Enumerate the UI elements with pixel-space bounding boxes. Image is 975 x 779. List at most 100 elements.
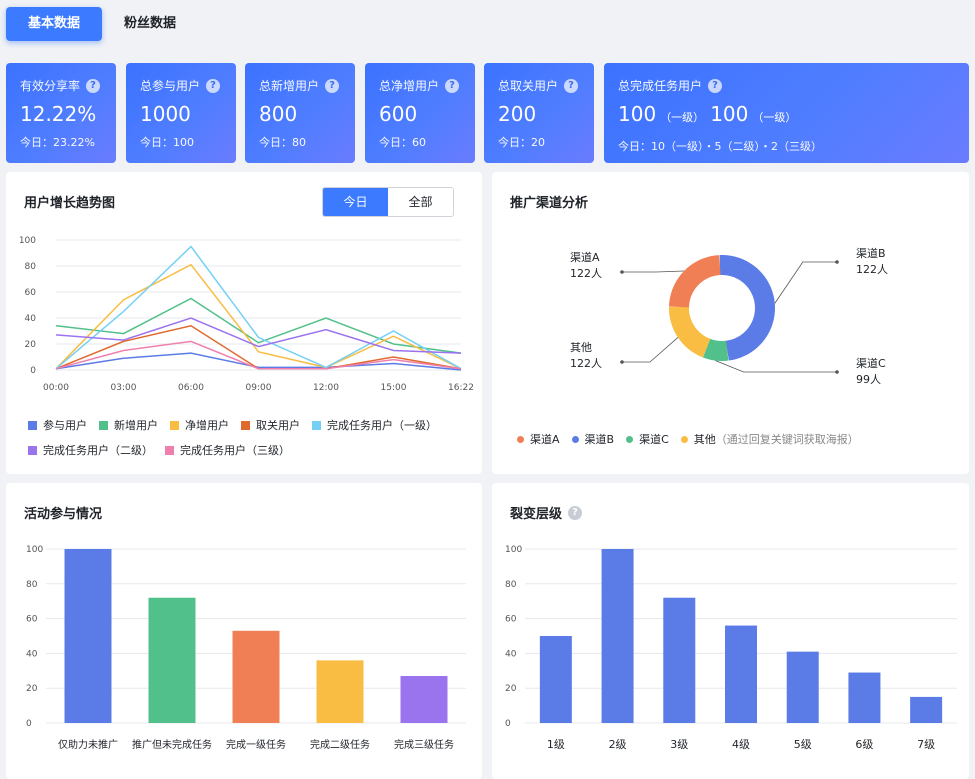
legend-item[interactable]: 完成任务用户（一级） xyxy=(312,417,437,433)
bar[interactable] xyxy=(316,660,364,723)
x-tick-label: 3级 xyxy=(670,738,688,751)
y-tick-label: 0 xyxy=(26,719,32,729)
donut-slice[interactable] xyxy=(702,338,729,361)
line-chart: 0 20 40 60 80 100 00:00 03:00 06:00 09:00 12:00 15:… xyxy=(19,236,474,393)
toggle-today[interactable]: 今日 xyxy=(323,188,388,216)
legend-item[interactable]: 净增用户 xyxy=(170,417,229,433)
callout-dot xyxy=(835,260,839,264)
y-tick-label: 60 xyxy=(26,615,38,625)
legend-label: 取关用户 xyxy=(256,419,300,432)
bar[interactable] xyxy=(848,672,881,723)
fission-title: 裂变层级? xyxy=(510,503,583,522)
x-tick-label: 6级 xyxy=(855,738,873,751)
stat-value: 1000 xyxy=(140,102,191,126)
y-tick-label: 20 xyxy=(505,684,517,694)
callout-line xyxy=(622,337,679,363)
x-tick-label: 5级 xyxy=(794,738,812,751)
legend-item[interactable]: 渠道A xyxy=(517,431,560,447)
callout-line xyxy=(622,270,685,273)
legend-dot xyxy=(626,435,634,443)
stat-unit: （一级） xyxy=(660,111,705,124)
legend-label: 渠道C xyxy=(639,433,669,446)
legend-item[interactable]: 渠道C xyxy=(626,431,669,447)
bar[interactable] xyxy=(64,549,112,723)
callout-line xyxy=(774,261,837,304)
x-tick-label: 推广但未完成任务 xyxy=(132,738,212,751)
help-icon[interactable]: ? xyxy=(325,78,340,93)
stat-card-net-growth: 总净增用户? 600 今日：60 xyxy=(365,63,475,163)
series-line xyxy=(55,352,462,371)
help-icon[interactable]: ? xyxy=(568,505,583,520)
y-tick-label: 80 xyxy=(26,580,38,590)
series-line xyxy=(55,263,462,370)
tab-basic-data[interactable]: 基本数据 xyxy=(6,7,103,41)
legend-item[interactable]: 新增用户 xyxy=(99,417,158,433)
help-icon[interactable]: ? xyxy=(564,78,579,93)
help-icon[interactable]: ? xyxy=(708,78,723,93)
legend-item[interactable]: 其他 （通过回复关键词获取海报） xyxy=(680,431,859,447)
activity-title: 活动参与情况 xyxy=(24,507,103,522)
help-icon[interactable]: ? xyxy=(445,78,460,93)
tab-fans-data[interactable]: 粉丝数据 xyxy=(124,16,177,31)
y-tick-label: 40 xyxy=(25,314,37,324)
stat-unit: （一级） xyxy=(752,111,797,124)
donut-slice[interactable] xyxy=(719,255,776,361)
channel-title: 推广渠道分析 xyxy=(510,196,589,211)
legend-swatch xyxy=(99,420,108,430)
stat-today: 今日：20 xyxy=(498,136,545,149)
bar[interactable] xyxy=(148,597,196,723)
stat-today: 今日：100 xyxy=(140,136,194,149)
range-toggle: 今日 全部 xyxy=(322,187,454,217)
x-tick-label: 7级 xyxy=(917,738,935,751)
bar[interactable] xyxy=(539,636,572,723)
help-icon[interactable]: ? xyxy=(86,78,101,93)
legend-dot xyxy=(680,435,688,443)
x-tick-label: 完成二级任务 xyxy=(310,738,370,751)
donut-slice[interactable] xyxy=(668,306,711,358)
stat-label: 总参与用户 xyxy=(140,79,201,93)
callout-value: 122人 xyxy=(856,263,888,276)
x-tick-label: 完成三级任务 xyxy=(394,738,454,751)
stat-value: 100 （一级） 100 （一级） xyxy=(618,102,969,130)
legend-label: 渠道A xyxy=(530,433,560,446)
callout-name: 其他 xyxy=(570,341,592,354)
y-tick-label: 80 xyxy=(25,262,37,272)
x-tick-label: 仅助力未推广 xyxy=(58,738,118,751)
bar[interactable] xyxy=(725,625,757,723)
bar[interactable] xyxy=(400,676,448,723)
legend-swatch xyxy=(28,420,37,430)
callout-dot xyxy=(620,360,624,364)
bar[interactable] xyxy=(910,696,943,723)
legend-label: 完成任务用户（三级） xyxy=(180,444,290,457)
bar[interactable] xyxy=(601,549,634,723)
legend-item[interactable]: 完成任务用户（二级） xyxy=(28,442,153,458)
callout-name: 渠道B xyxy=(856,246,886,260)
legend-item[interactable]: 取关用户 xyxy=(241,417,300,433)
x-tick-label: 06:00 xyxy=(178,383,204,393)
x-tick-label: 03:00 xyxy=(111,383,137,393)
bar[interactable] xyxy=(786,651,819,723)
y-tick-label: 60 xyxy=(25,288,37,298)
fission-panel: 裂变层级? 0 20 40 60 80 100 1级 2级 3级 4级 5级 6级 7级 xyxy=(492,483,969,779)
stat-value-level1-b: 100 xyxy=(710,102,749,126)
legend-swatch xyxy=(165,445,174,455)
toggle-all[interactable]: 全部 xyxy=(388,188,453,216)
activity-bar-chart: 0 20 40 60 80 100 仅助力未推广 推广但未完成任务 完成一级任务 完成二级任务 完成… xyxy=(26,545,466,751)
bar[interactable] xyxy=(663,597,696,723)
stat-label: 总新增用户 xyxy=(259,79,320,93)
series-line xyxy=(55,297,462,354)
legend-item[interactable]: 渠道B xyxy=(571,431,614,447)
legend-item[interactable]: 参与用户 xyxy=(28,417,87,433)
stat-value-level1: 100 xyxy=(618,102,657,126)
x-tick-label: 完成一级任务 xyxy=(226,738,286,751)
y-tick-label: 0 xyxy=(505,719,511,729)
legend-dot xyxy=(571,435,579,443)
stat-label: 有效分享率 xyxy=(20,79,81,93)
legend-swatch xyxy=(170,420,179,430)
legend-item[interactable]: 完成任务用户（三级） xyxy=(165,442,290,458)
help-icon[interactable]: ? xyxy=(206,78,221,93)
x-tick-label: 09:00 xyxy=(246,383,272,393)
legend-label: 新增用户 xyxy=(114,419,158,432)
bar[interactable] xyxy=(232,630,280,723)
donut-slice[interactable] xyxy=(669,255,721,308)
